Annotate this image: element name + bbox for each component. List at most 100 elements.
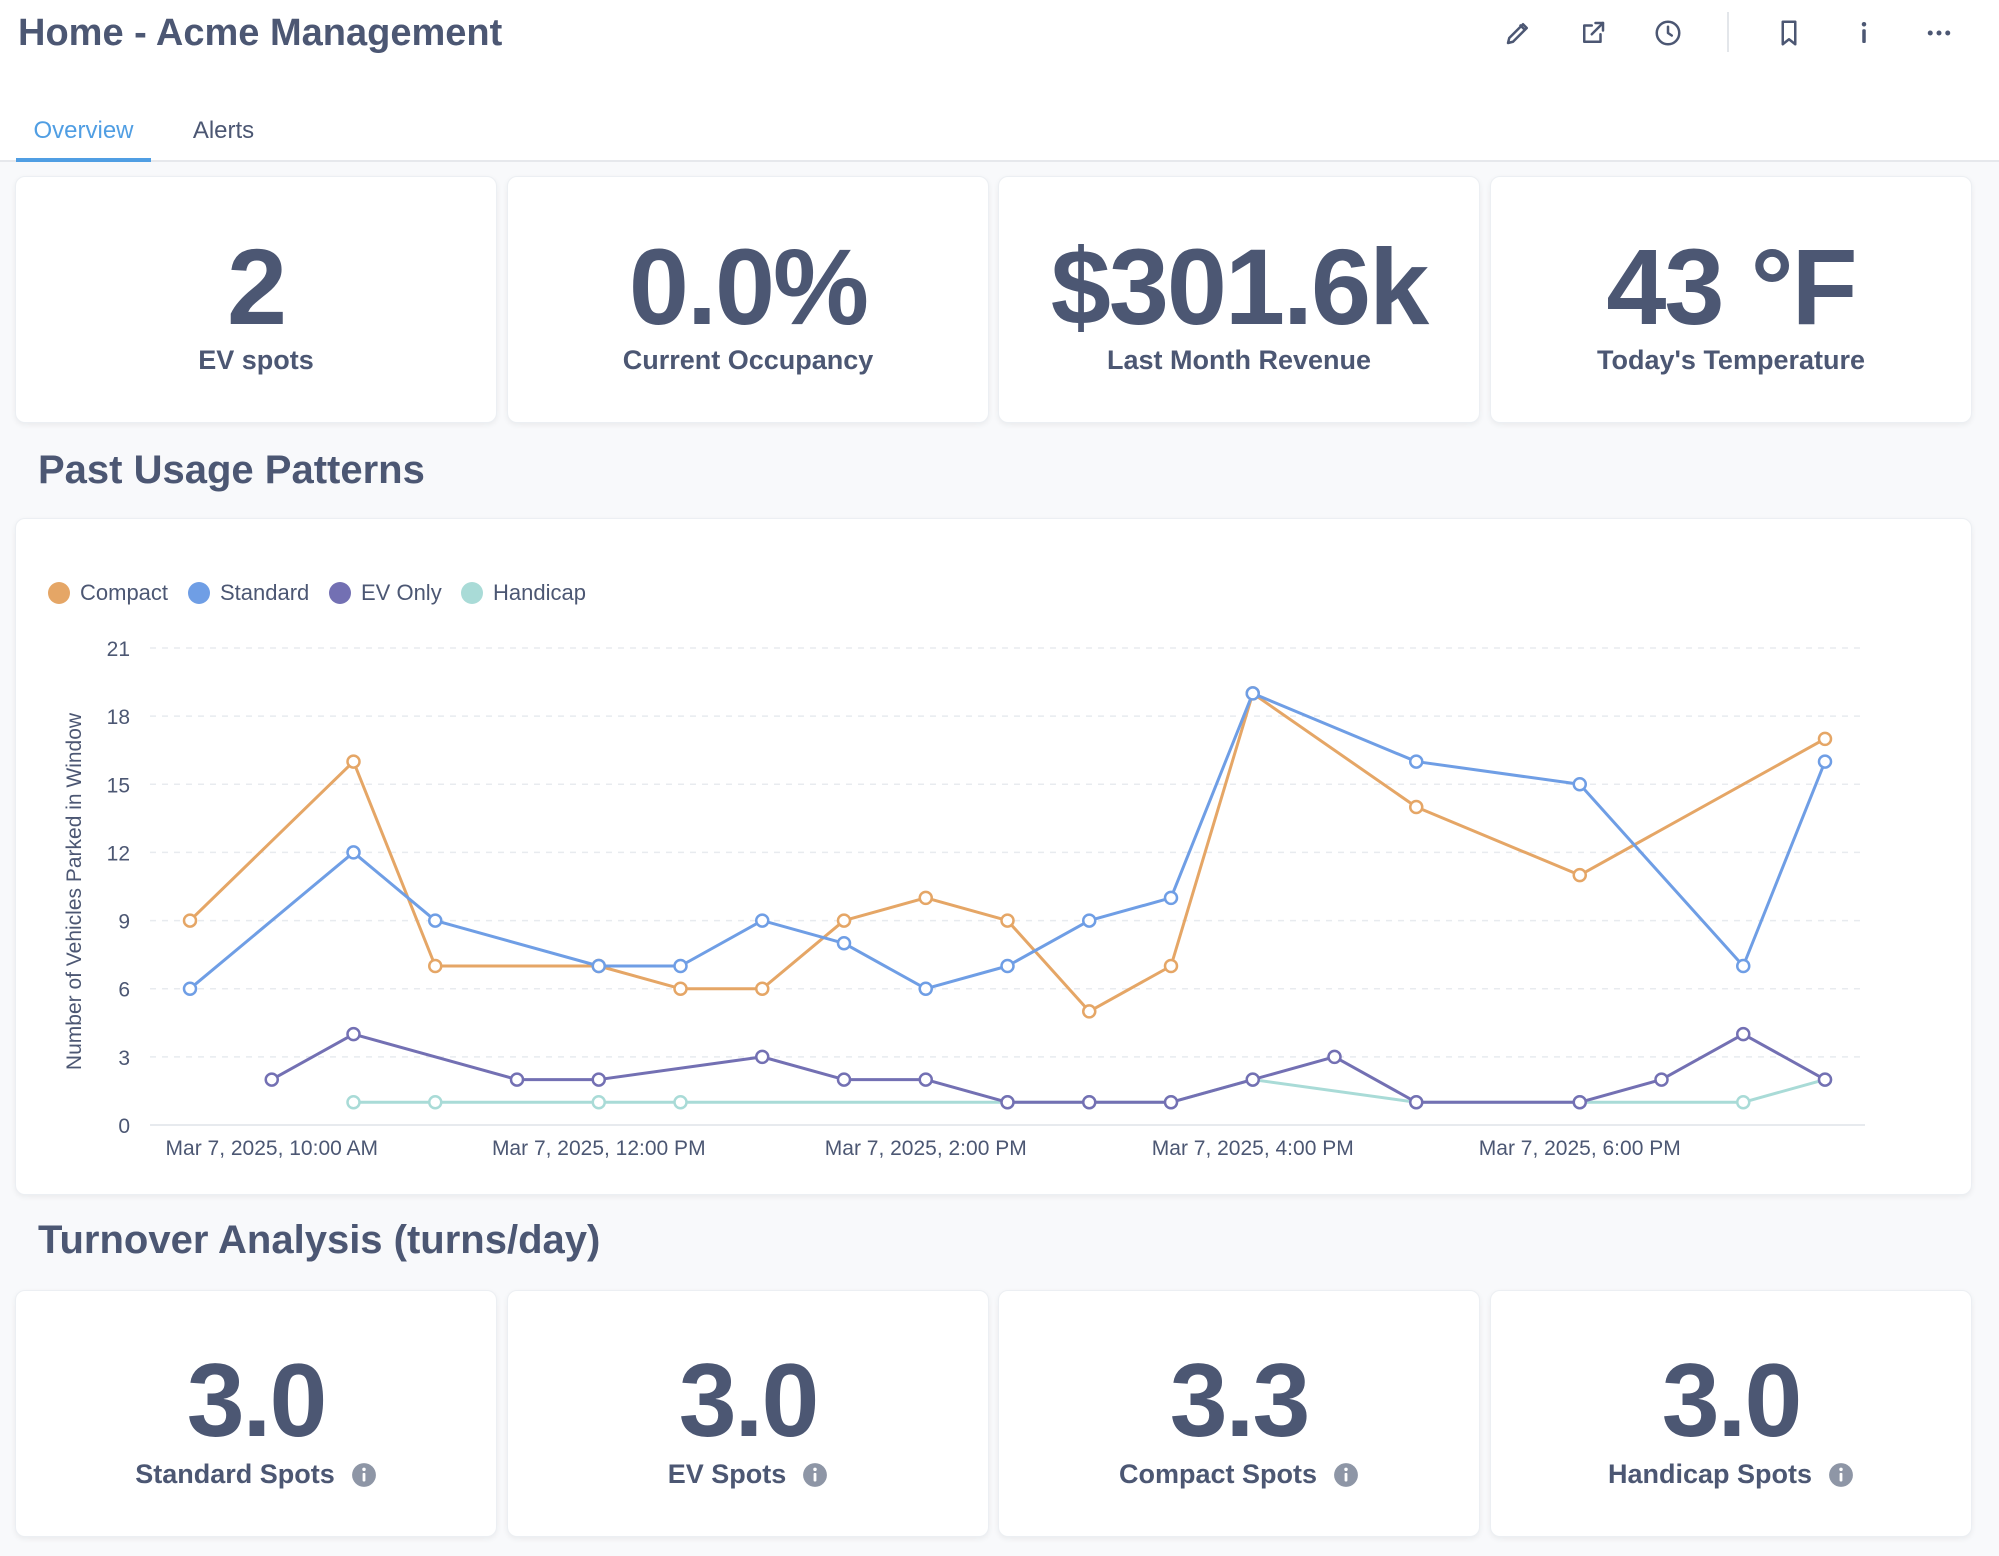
history-button[interactable] [1643, 8, 1693, 58]
metric-value: $301.6k [1050, 226, 1429, 347]
data-point-compact [918, 890, 933, 906]
data-point-standard [346, 845, 361, 860]
info-icon[interactable] [1828, 1462, 1854, 1488]
data-point-compact [1000, 913, 1015, 928]
data-point-handicap [428, 1095, 443, 1110]
turnover-card-ev: 3.0 EV Spots [507, 1290, 989, 1537]
x-tick-label: Mar 7, 2025, 2:00 PM [825, 1137, 1027, 1160]
legend-dot-handicap [461, 582, 483, 604]
y-tick-label: 3 [118, 1047, 130, 1070]
turnover-label: Handicap Spots [1607, 1459, 1813, 1489]
page-title: Home - Acme Management [18, 12, 503, 54]
turnover-label: Standard Spots [135, 1459, 335, 1489]
data-point-ev-only [591, 1072, 606, 1087]
legend-item-compact[interactable]: Compact [48, 580, 168, 606]
metric-card-todays-temperature: 43 °F Today's Temperature [1490, 176, 1972, 423]
share-button[interactable] [1568, 8, 1618, 58]
toolbar [0, 8, 1999, 58]
metric-value: 2 [226, 226, 287, 347]
data-point-ev-only [1817, 1072, 1833, 1087]
data-point-standard [673, 958, 688, 974]
turnover-label-row: EV Spots [508, 1459, 988, 1490]
bookmark-button[interactable] [1764, 8, 1814, 58]
turnover-card-handicap: 3.0 Handicap Spots [1490, 1290, 1972, 1537]
bookmark-icon [1781, 20, 1797, 46]
turnover-label-row: Handicap Spots [1491, 1459, 1971, 1490]
data-point-ev-only [346, 1026, 361, 1042]
data-point-standard [428, 913, 443, 928]
x-tick-label: Mar 7, 2025, 6:00 PM [1479, 1137, 1681, 1160]
data-point-standard [1082, 913, 1097, 928]
turnover-value: 3.0 [1661, 1343, 1803, 1459]
data-point-ev-only [1654, 1072, 1669, 1087]
metric-card-current-occupancy: 0.0% Current Occupancy [507, 176, 989, 423]
legend-label: Standard [220, 580, 310, 605]
metric-label: Current Occupancy [622, 345, 874, 375]
metric-label: EV spots [198, 345, 314, 375]
section-title-turnover: Turnover Analysis (turns/day) [38, 1218, 601, 1262]
turnover-value: 3.3 [1169, 1343, 1311, 1459]
turnover-label: Compact Spots [1118, 1459, 1318, 1489]
data-point-ev-only [1572, 1095, 1587, 1110]
data-point-ev-only [264, 1072, 279, 1087]
tab-overview[interactable]: Overview [16, 108, 151, 162]
tab-alerts[interactable]: Alerts [192, 117, 255, 144]
y-tick-label: 18 [107, 706, 130, 729]
legend-dot-standard [188, 582, 210, 604]
dashboard-header: Home - Acme Management Overview Alerts [0, 0, 1999, 162]
data-point-handicap [591, 1095, 606, 1110]
data-point-standard [836, 936, 852, 951]
metric-value: 0.0% [628, 226, 869, 347]
toolbar-divider [1727, 12, 1729, 52]
data-point-standard [182, 981, 198, 996]
turnover-label: EV Spots [667, 1459, 787, 1489]
section-title-usage: Past Usage Patterns [38, 448, 425, 492]
turnover-value: 3.0 [186, 1343, 328, 1459]
data-point-ev-only [755, 1049, 770, 1065]
legend-label: EV Only [361, 580, 442, 605]
metric-card-last-month-revenue: $301.6k Last Month Revenue [998, 176, 1480, 423]
clock-icon [1655, 20, 1681, 46]
data-point-ev-only [1163, 1095, 1179, 1110]
info-icon[interactable] [1333, 1462, 1359, 1488]
metric-label: Today's Temperature [1597, 345, 1865, 375]
turnover-label-row: Compact Spots [999, 1459, 1479, 1490]
info-icon[interactable] [802, 1462, 828, 1488]
info-icon[interactable] [351, 1462, 377, 1488]
legend-item-handicap[interactable]: Handicap [461, 580, 586, 606]
data-point-compact [428, 958, 443, 974]
more-icon [1927, 30, 1951, 36]
data-point-compact [755, 981, 770, 996]
data-point-compact [836, 913, 852, 928]
data-point-standard [1736, 958, 1751, 974]
x-tick-label: Mar 7, 2025, 12:00 PM [492, 1137, 706, 1160]
metric-card-ev-spots: 2 EV spots [15, 176, 497, 423]
turnover-card-standard: 3.0 Standard Spots [15, 1290, 497, 1537]
y-tick-label: 6 [118, 979, 130, 1002]
data-point-ev-only [1000, 1095, 1015, 1110]
data-point-standard [591, 958, 606, 974]
data-point-ev-only [836, 1072, 852, 1087]
turnover-label-row: Standard Spots [16, 1459, 496, 1490]
edit-button[interactable] [1493, 8, 1543, 58]
data-point-ev-only [1409, 1095, 1424, 1110]
turnover-card-compact: 3.3 Compact Spots [998, 1290, 1480, 1537]
turnover-value: 3.0 [678, 1343, 820, 1459]
x-tick-label: Mar 7, 2025, 10:00 AM [166, 1137, 378, 1160]
info-button[interactable] [1839, 8, 1889, 58]
legend-item-ev-only[interactable]: EV Only [329, 580, 442, 606]
legend-item-standard[interactable]: Standard [188, 580, 309, 606]
data-point-standard [1245, 686, 1260, 701]
data-point-handicap [1736, 1095, 1751, 1110]
data-point-standard [1817, 754, 1833, 769]
legend-dot-ev-only [329, 582, 351, 604]
legend-dot-compact [48, 582, 70, 604]
info-icon [1861, 22, 1867, 43]
y-tick-label: 0 [118, 1115, 130, 1138]
data-point-compact [1409, 799, 1424, 815]
share-icon [1583, 21, 1605, 43]
data-point-ev-only [509, 1072, 525, 1087]
more-button[interactable] [1914, 8, 1964, 58]
data-point-standard [1000, 958, 1015, 974]
